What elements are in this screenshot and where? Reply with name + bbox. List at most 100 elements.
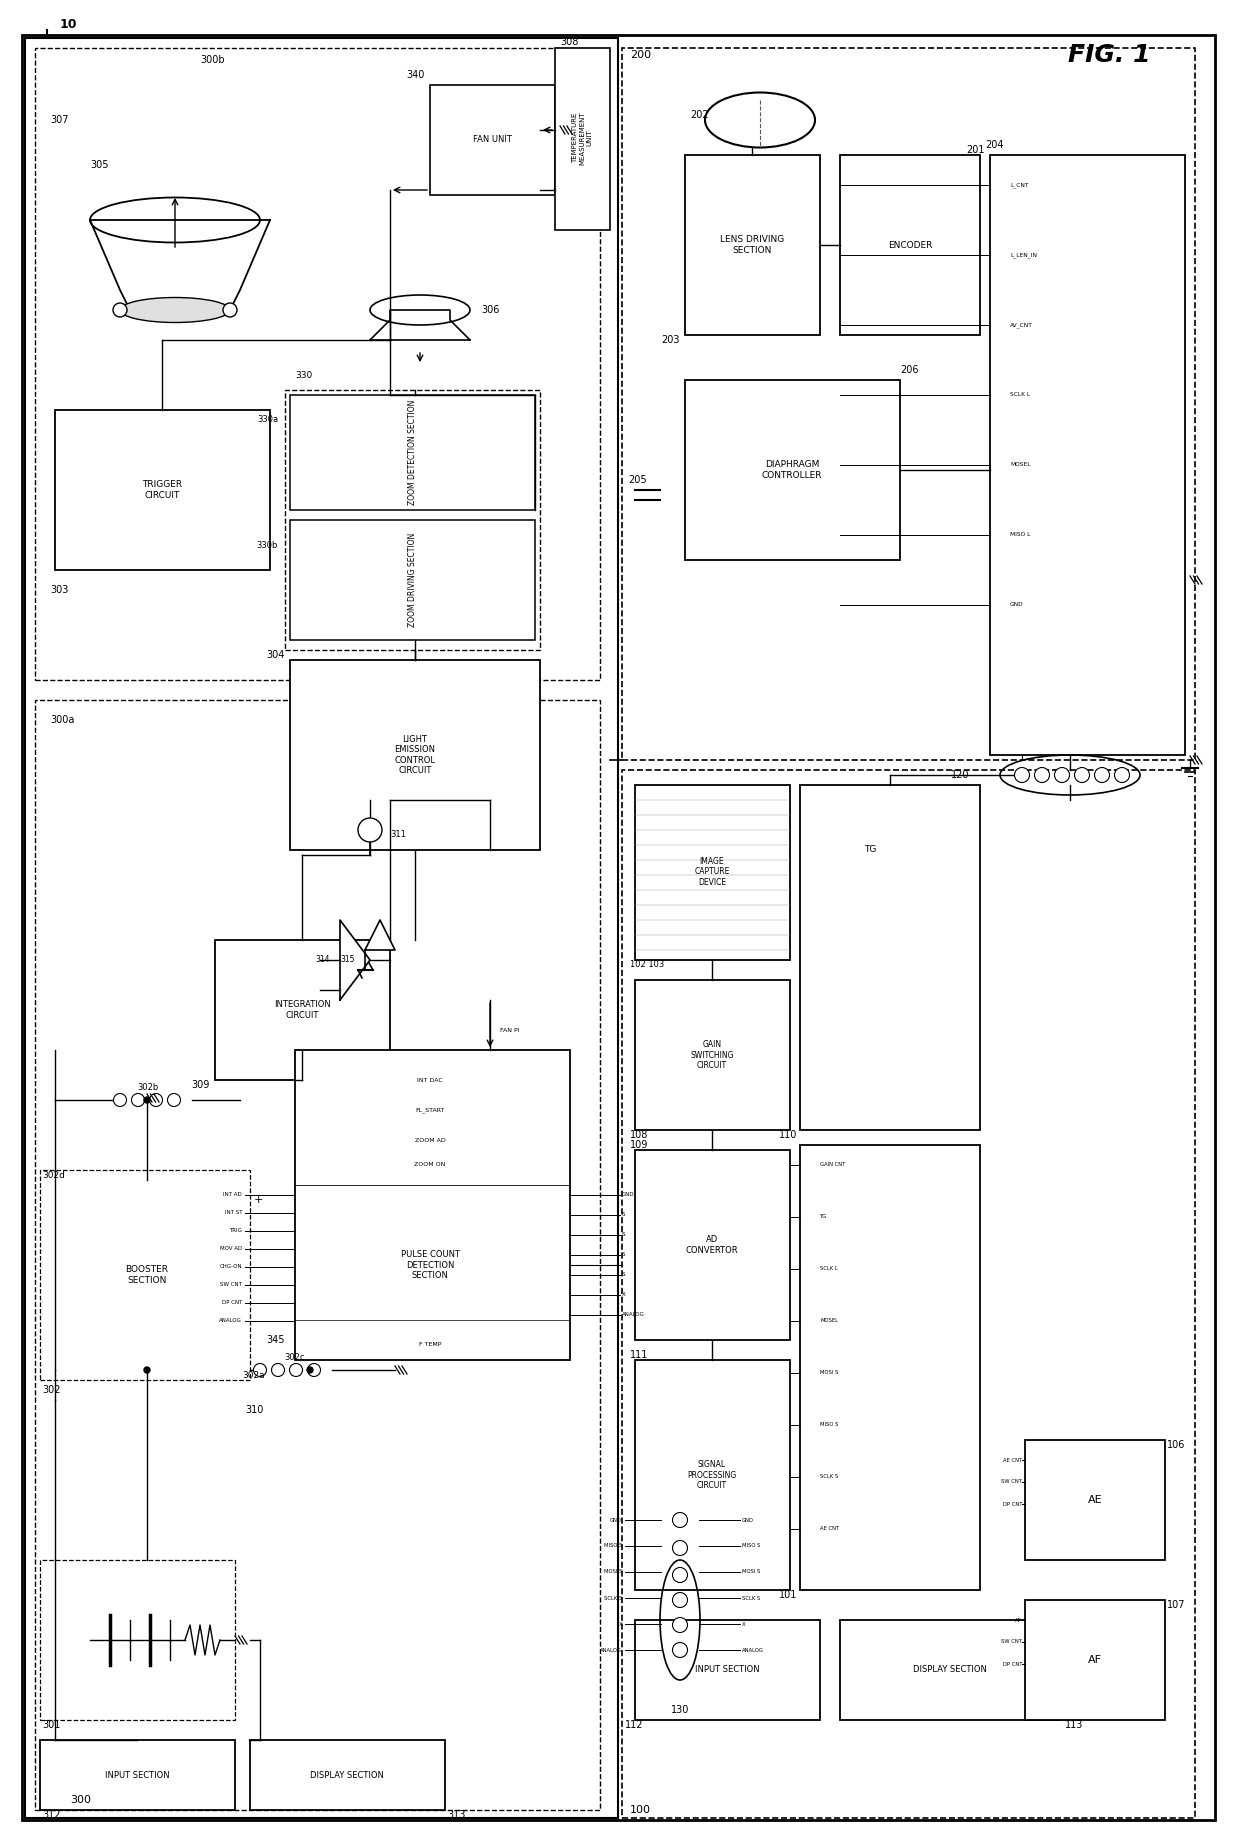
Text: 109: 109	[630, 1140, 649, 1149]
Bar	[800, 1146, 980, 1589]
Text: MISO S: MISO S	[742, 1543, 760, 1549]
Text: MOSI S: MOSI S	[820, 1371, 838, 1375]
Text: SW CNT: SW CNT	[1001, 1639, 1022, 1645]
Text: AE CNT: AE CNT	[820, 1526, 839, 1532]
Text: +: +	[253, 1196, 263, 1205]
Text: GND: GND	[742, 1517, 754, 1523]
Text: TG: TG	[820, 1214, 827, 1220]
Text: 302d: 302d	[42, 1170, 64, 1179]
Circle shape	[1115, 767, 1130, 782]
Ellipse shape	[120, 298, 229, 323]
Bar	[635, 979, 790, 1129]
Text: AE CNT: AE CNT	[1003, 1458, 1022, 1462]
Circle shape	[672, 1617, 687, 1632]
Text: TRIG: TRIG	[229, 1229, 242, 1233]
Text: DISPLAY SECTION: DISPLAY SECTION	[913, 1665, 987, 1674]
Text: AE: AE	[1087, 1495, 1102, 1504]
Text: 306: 306	[481, 305, 500, 314]
Text: 300a: 300a	[50, 715, 74, 724]
Text: 313: 313	[446, 1809, 465, 1820]
Text: 120: 120	[951, 771, 970, 780]
Text: 308: 308	[560, 37, 578, 46]
Text: 302a: 302a	[242, 1371, 264, 1379]
Circle shape	[1075, 767, 1090, 782]
Text: INPUT SECTION: INPUT SECTION	[694, 1665, 759, 1674]
Bar	[839, 155, 980, 334]
Text: S: S	[622, 1212, 625, 1218]
Text: ANALOG: ANALOG	[742, 1648, 764, 1652]
Text: 309: 309	[192, 1079, 210, 1090]
Bar	[622, 48, 1195, 760]
Text: DISPLAY SECTION: DISPLAY SECTION	[310, 1770, 384, 1780]
Text: LIGHT
EMISSION
CONTROL
CIRCUIT: LIGHT EMISSION CONTROL CIRCUIT	[394, 736, 435, 774]
Text: 340: 340	[407, 70, 425, 79]
Text: ZOOM ON: ZOOM ON	[414, 1162, 445, 1168]
Bar	[35, 700, 600, 1809]
Bar	[295, 1050, 570, 1360]
Circle shape	[289, 1364, 303, 1377]
Text: 310: 310	[246, 1404, 263, 1416]
Bar	[684, 155, 820, 334]
Circle shape	[672, 1512, 687, 1528]
Text: X: X	[622, 1292, 626, 1297]
Circle shape	[1054, 767, 1069, 782]
Text: AF: AF	[1087, 1656, 1102, 1665]
Text: 202: 202	[691, 111, 709, 120]
Text: 111: 111	[630, 1351, 649, 1360]
Text: AD
CONVERTOR: AD CONVERTOR	[686, 1234, 738, 1255]
Text: 312: 312	[42, 1809, 61, 1820]
Text: 330: 330	[295, 370, 312, 379]
Text: FAN PI: FAN PI	[500, 1027, 520, 1033]
Bar	[556, 48, 610, 229]
Text: 10: 10	[60, 18, 78, 31]
Bar	[215, 941, 391, 1079]
Text: FL_START: FL_START	[415, 1107, 445, 1112]
Bar	[635, 1149, 790, 1340]
Text: MISO L: MISO L	[1011, 532, 1030, 538]
Text: 106: 106	[1167, 1440, 1185, 1451]
Circle shape	[144, 1368, 150, 1373]
Bar	[55, 1181, 241, 1369]
Bar	[622, 771, 1195, 1818]
Text: S: S	[622, 1253, 625, 1257]
Bar	[430, 85, 556, 196]
Bar	[635, 1621, 820, 1720]
Text: X: X	[742, 1621, 745, 1626]
Bar	[290, 395, 534, 510]
Text: ZOOM AD: ZOOM AD	[414, 1138, 445, 1142]
Circle shape	[114, 1094, 126, 1107]
Text: BOOSTER
SECTION: BOOSTER SECTION	[125, 1266, 169, 1284]
Text: S: S	[622, 1273, 625, 1277]
Text: DP CNT: DP CNT	[1002, 1501, 1022, 1506]
Text: 345: 345	[267, 1334, 285, 1345]
Text: TEMPERATURE
MEASUREMENT
UNIT: TEMPERATURE MEASUREMENT UNIT	[572, 111, 591, 164]
Circle shape	[253, 1364, 267, 1377]
Circle shape	[672, 1567, 687, 1582]
Text: DP CNT: DP CNT	[1002, 1661, 1022, 1667]
Text: 100: 100	[630, 1805, 651, 1815]
Text: 300: 300	[69, 1794, 91, 1805]
Text: 102 103: 102 103	[630, 961, 665, 970]
Circle shape	[167, 1094, 181, 1107]
Polygon shape	[340, 920, 370, 1000]
Bar	[635, 1360, 790, 1589]
Bar	[839, 1621, 1060, 1720]
Text: ENCODER: ENCODER	[888, 240, 932, 249]
Text: 311: 311	[391, 830, 405, 839]
Bar	[285, 390, 539, 650]
Text: IMAGE
CAPTURE
DEVICE: IMAGE CAPTURE DEVICE	[694, 857, 729, 887]
Text: 201: 201	[966, 144, 985, 155]
Bar	[684, 381, 900, 560]
Bar	[635, 785, 790, 959]
Text: 330a: 330a	[257, 416, 278, 425]
Text: INPUT SECTION: INPUT SECTION	[104, 1770, 170, 1780]
Text: 204: 204	[985, 140, 1003, 150]
Text: X: X	[619, 1621, 622, 1626]
Text: 304: 304	[267, 650, 285, 660]
Circle shape	[223, 303, 237, 318]
Circle shape	[1095, 767, 1110, 782]
Text: GAIN
SWITCHING
CIRCUIT: GAIN SWITCHING CIRCUIT	[691, 1040, 734, 1070]
Circle shape	[1034, 767, 1049, 782]
Text: 205: 205	[627, 475, 646, 484]
Bar	[25, 39, 618, 1818]
